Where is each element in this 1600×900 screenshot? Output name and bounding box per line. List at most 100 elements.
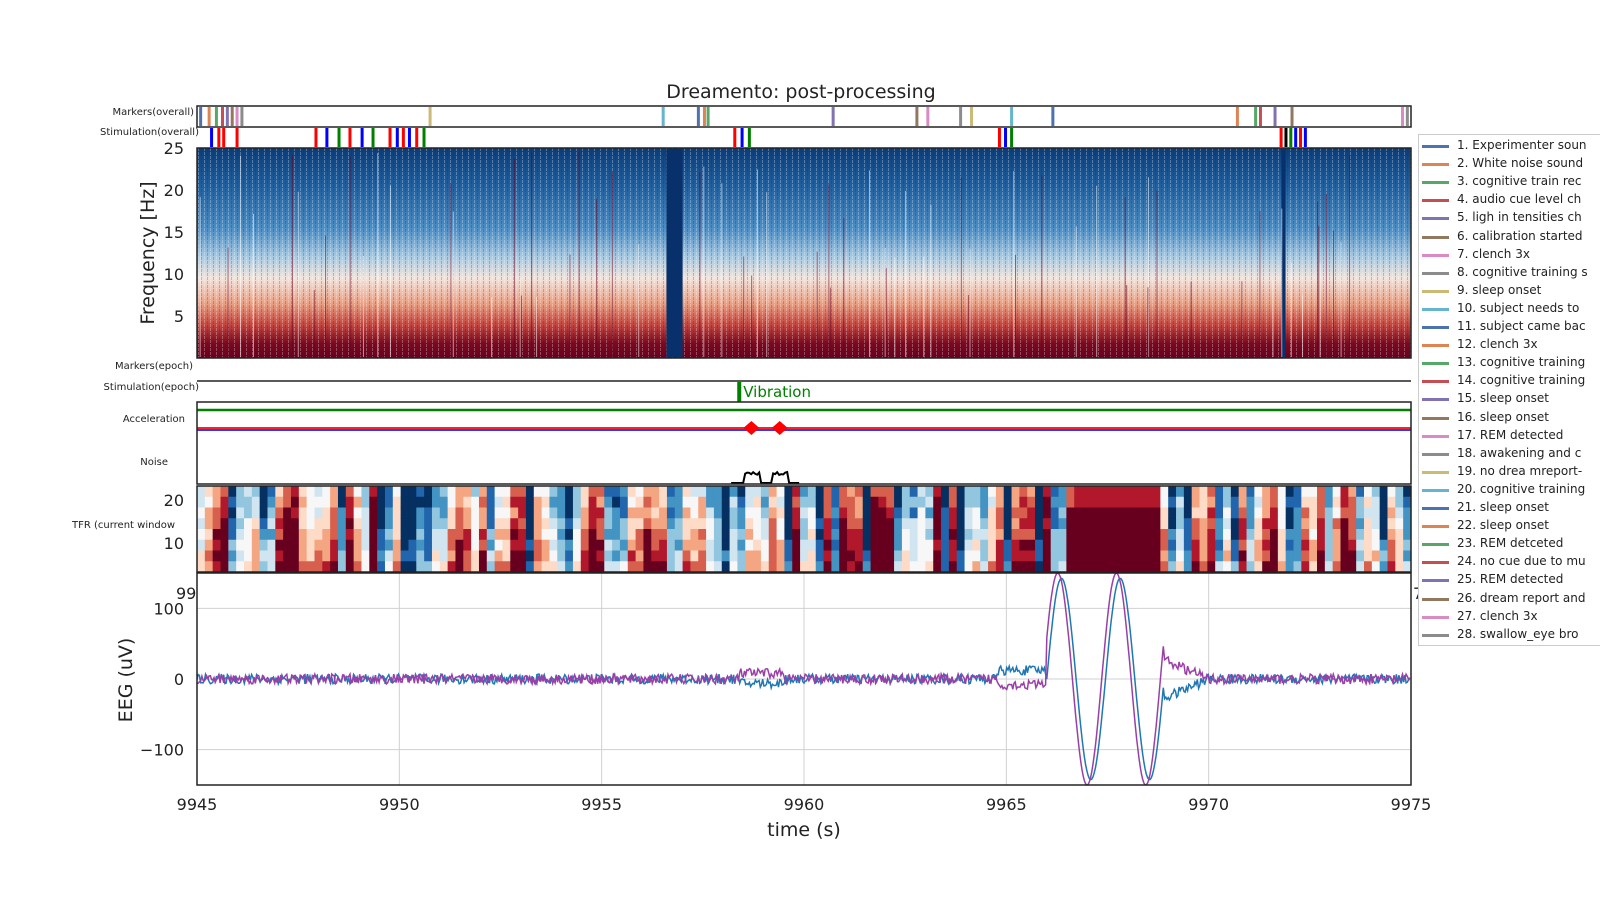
- tfr-cell: [604, 496, 613, 508]
- tfr-cell: [290, 507, 300, 519]
- tfr-cell: [917, 486, 926, 498]
- tfr-cell: [995, 496, 1005, 508]
- tfr-label: TFR (current window: [71, 520, 175, 531]
- tfr-cell: [737, 518, 746, 530]
- tfr-cell: [1293, 496, 1302, 508]
- tfr-cell: [886, 496, 895, 508]
- tfr-cell: [933, 496, 942, 508]
- tfr-cell: [651, 518, 660, 530]
- tfr-cell: [682, 486, 691, 498]
- tfr-cell: [1199, 529, 1208, 541]
- tfr-cell: [792, 507, 801, 519]
- tfr-cell: [964, 496, 973, 508]
- tfr-cell: [1168, 507, 1177, 519]
- tfr-cell: [1136, 550, 1146, 562]
- tfr-cell: [925, 550, 934, 562]
- tfr-cell: [243, 518, 253, 530]
- tfr-cell: [330, 550, 339, 562]
- tfr-cell: [557, 496, 566, 508]
- tfr-cell: [1371, 539, 1381, 551]
- tfr-cell: [353, 486, 362, 498]
- tfr-cell: [807, 496, 817, 508]
- tfr-cell: [392, 539, 402, 551]
- tfr-cell: [510, 486, 519, 498]
- tfr-cell: [243, 529, 253, 541]
- tfr-cell: [494, 529, 503, 541]
- tfr-cell: [1277, 550, 1287, 562]
- tfr-cell: [886, 550, 895, 562]
- tfr-cell: [698, 507, 707, 519]
- tfr-cell: [384, 496, 394, 508]
- overall-marker: [230, 107, 234, 126]
- tfr-cell: [1332, 507, 1342, 519]
- eeg-ylabel: EEG (uV): [115, 638, 137, 723]
- tfr-cell: [1027, 518, 1036, 530]
- tfr-cell: [1011, 561, 1020, 573]
- legend-swatch: [1422, 145, 1449, 148]
- tfr-cell: [1379, 507, 1389, 519]
- tfr-cell: [706, 486, 715, 498]
- tfr-cell: [792, 550, 801, 562]
- tfr-cell: [862, 496, 872, 508]
- tfr-cell: [948, 529, 958, 541]
- tfr-cell: [909, 486, 919, 498]
- tfr-cell: [1301, 507, 1310, 519]
- tfr-cell: [1011, 550, 1020, 562]
- tfr-cell: [627, 550, 637, 562]
- tfr-cell: [627, 496, 637, 508]
- markers-overall-frame: [196, 105, 1412, 128]
- tfr-cell: [956, 539, 966, 551]
- tfr-cell: [588, 561, 597, 573]
- tfr-cell: [1105, 529, 1114, 541]
- tfr-cell: [1066, 507, 1075, 519]
- tfr-cell: [549, 518, 558, 530]
- tfr-cell: [713, 496, 723, 508]
- tfr-cell: [831, 529, 840, 541]
- tfr-cell: [1027, 550, 1036, 562]
- tfr-cell: [1019, 518, 1028, 530]
- tfr-cell: [1144, 539, 1154, 551]
- tfr-cell: [494, 486, 503, 498]
- tfr-cell: [267, 550, 276, 562]
- tfr-cell: [518, 486, 527, 498]
- tfr-cell: [792, 539, 801, 551]
- tfr-cell: [682, 539, 691, 551]
- tfr-cell: [839, 518, 848, 530]
- tfr-cell: [659, 507, 668, 519]
- tfr-cell: [854, 496, 864, 508]
- tfr-cell: [220, 507, 229, 519]
- tfr-cell: [298, 550, 308, 562]
- tfr-cell: [314, 518, 323, 530]
- tfr-cell: [721, 518, 731, 530]
- tfr-cell: [1019, 507, 1028, 519]
- tfr-cell: [565, 496, 574, 508]
- tfr-cell: [901, 518, 911, 530]
- x-tick: 9970: [1188, 795, 1229, 814]
- tfr-cell: [1097, 539, 1107, 551]
- tfr-cell: [1160, 507, 1169, 519]
- tfr-cell: [768, 507, 778, 519]
- tfr-cell: [612, 518, 621, 530]
- tfr-cell: [455, 529, 464, 541]
- overall-stim: [235, 128, 239, 147]
- tfr-cell: [1129, 550, 1138, 562]
- tfr-cell: [706, 539, 715, 551]
- tfr-cell: [1129, 518, 1138, 530]
- tfr-cell: [525, 486, 535, 498]
- tfr-cell: [557, 561, 566, 573]
- tfr-cell: [565, 539, 574, 551]
- tfr-cell: [807, 507, 817, 519]
- tfr-cell: [463, 507, 472, 519]
- tfr-cell: [337, 486, 347, 498]
- tfr-cell: [1207, 507, 1216, 519]
- legend-swatch: [1422, 452, 1449, 456]
- tfr-cell: [392, 496, 402, 508]
- tfr-cell: [1121, 507, 1130, 519]
- legend-swatch: [1422, 488, 1449, 492]
- tfr-cell: [1058, 550, 1067, 562]
- tfr-cell: [980, 486, 989, 498]
- tfr-cell: [267, 486, 276, 498]
- tfr-cell: [894, 550, 903, 562]
- tfr-cell: [1168, 496, 1177, 508]
- tfr-cell: [988, 529, 997, 541]
